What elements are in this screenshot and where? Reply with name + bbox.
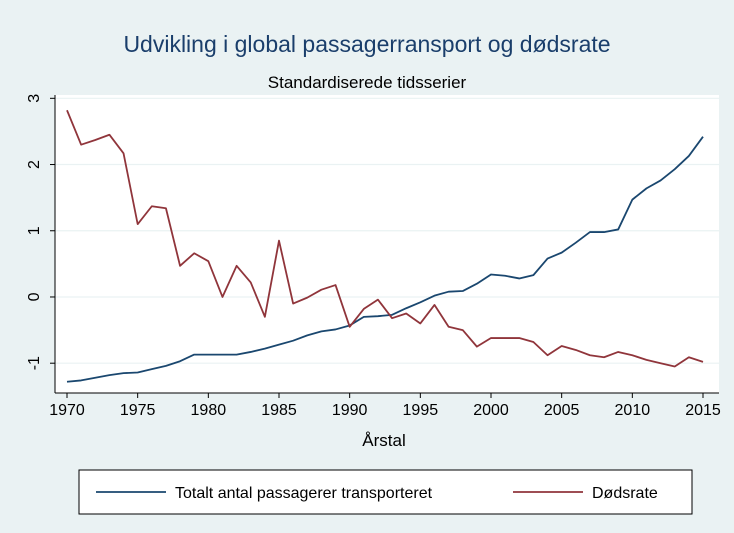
y-tick-label: -1 — [26, 356, 43, 370]
y-tick-label: 1 — [26, 226, 43, 235]
legend-box — [78, 469, 693, 515]
series-line-passengers — [66, 136, 704, 383]
chart-title: Udvikling i global passagerransport og d… — [123, 31, 610, 57]
x-tick-label: 2005 — [544, 402, 580, 419]
chart-subtitle: Standardiserede tidsserier — [268, 73, 467, 92]
x-tick-label: 1975 — [120, 402, 156, 419]
x-tick-label: 2010 — [615, 402, 651, 419]
x-tick-label: 1990 — [332, 402, 368, 419]
axes: -1 0 1 2 3 1970 1975 1980 1985 1990 1995 2000 2005 20… — [26, 94, 721, 419]
x-tick-label: 1980 — [191, 402, 227, 419]
legend-label-passengers: Totalt antal passagerer transporteret — [175, 485, 433, 502]
x-tick-label: 2015 — [685, 402, 721, 419]
y-tick-label: 3 — [26, 94, 43, 103]
series-line-deathrate — [66, 109, 704, 368]
legend: Totalt antal passagerer transporteret Dø… — [78, 469, 693, 515]
y-tick-label: 2 — [26, 160, 43, 169]
x-tick-label: 2000 — [473, 402, 509, 419]
x-tick-label: 1985 — [261, 402, 297, 419]
series-lines — [66, 109, 704, 383]
x-tick-label: 1995 — [403, 402, 439, 419]
y-tick-label: 0 — [26, 292, 43, 301]
x-axis-title: Årstal — [362, 431, 405, 450]
legend-label-deathrate: Dødsrate — [592, 485, 658, 502]
x-tick-label: 1970 — [49, 402, 85, 419]
plot-area — [55, 95, 719, 393]
